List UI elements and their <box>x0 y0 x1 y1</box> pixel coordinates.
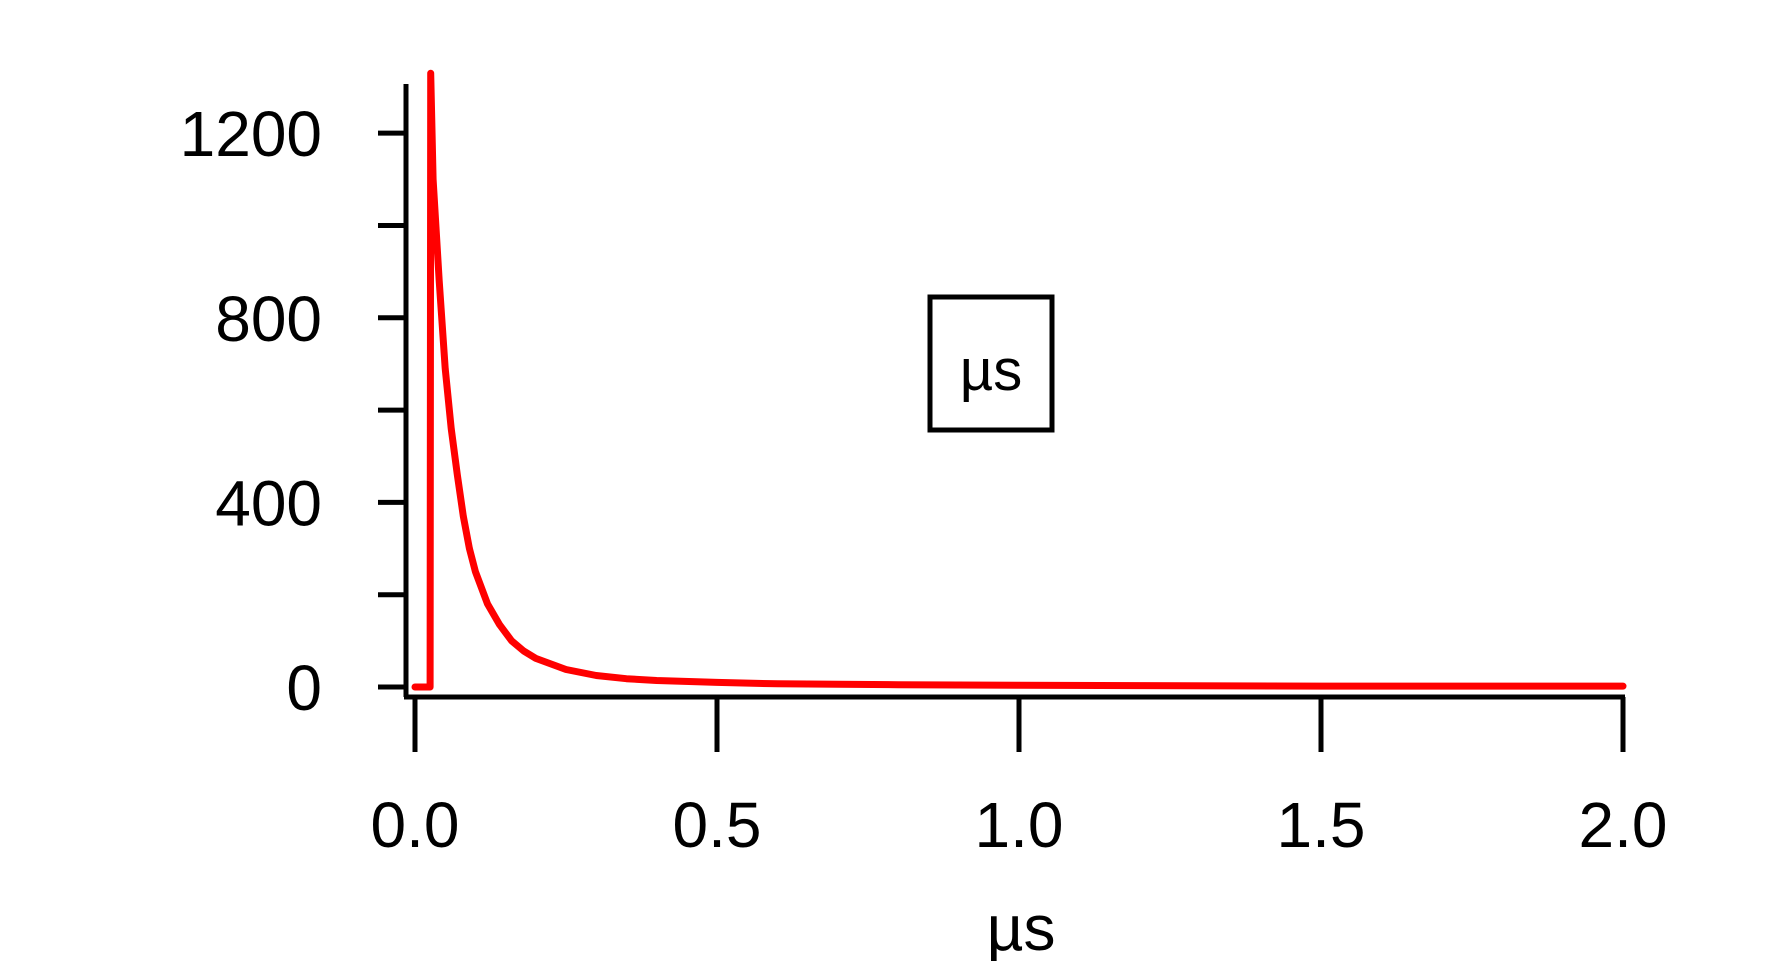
x-axis-title: µs <box>987 892 1056 961</box>
x-tick-label: 2.0 <box>1579 789 1668 861</box>
x-tick-label: 0.5 <box>673 789 762 861</box>
y-axis: 0 400 800 1200 <box>180 84 409 724</box>
x-tick-label: 0.0 <box>371 789 460 861</box>
legend-box <box>927 294 1055 433</box>
legend-label: µs <box>960 338 1022 403</box>
y-tick-label: 0 <box>286 652 322 724</box>
series-group <box>411 69 1627 691</box>
y-tick-label: 1200 <box>180 98 322 170</box>
series-line <box>411 69 1627 691</box>
x-axis: 0.0 0.5 1.0 1.5 2.0 <box>371 694 1668 861</box>
legend: µs <box>927 294 1055 433</box>
x-tick-label: 1.0 <box>975 789 1064 861</box>
y-tick-label: 400 <box>215 467 322 539</box>
x-tick-label: 1.5 <box>1277 789 1366 861</box>
y-tick-label: 800 <box>215 283 322 355</box>
